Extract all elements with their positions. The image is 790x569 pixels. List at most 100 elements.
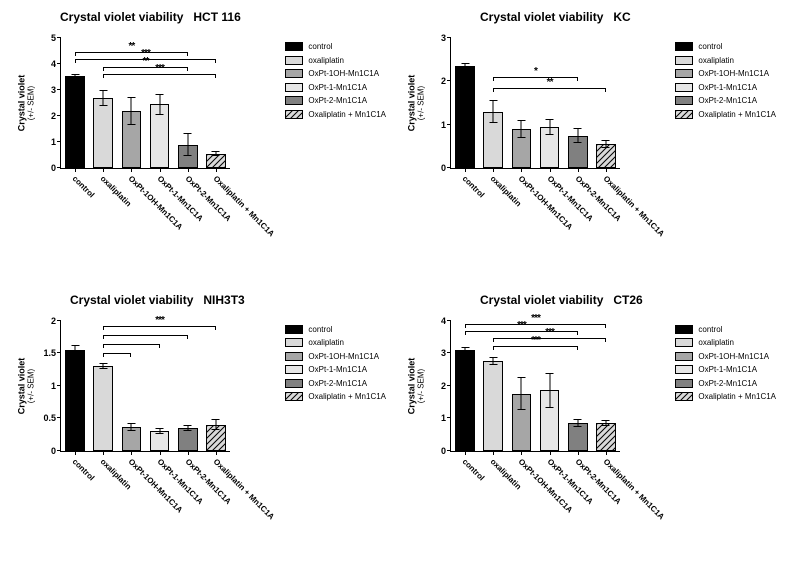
x-tick-label: control xyxy=(71,457,97,483)
error-bar xyxy=(103,363,104,370)
x-tick-label: OxPt-1OH-Mn1C1A xyxy=(127,174,185,232)
y-axis-label-group: Crystal violet(+/- SEM) xyxy=(12,321,40,451)
panel-kc: Crystal violet viabilityKCCrystal violet… xyxy=(400,8,780,287)
x-tick xyxy=(103,168,104,172)
x-tick xyxy=(606,168,607,172)
y-axis-label: Crystal violet(+/- SEM) xyxy=(406,357,426,414)
y-tick xyxy=(57,320,61,321)
legend-item: control xyxy=(675,323,776,336)
panel-title: Crystal violet viabilityHCT 116 xyxy=(60,10,241,24)
significance-bracket xyxy=(75,52,188,53)
y-tick-label: 2 xyxy=(51,111,56,121)
legend-label: OxPt-1-Mn1C1A xyxy=(308,363,367,376)
y-tick-label: 0 xyxy=(51,163,56,173)
legend-label: Oxaliplatin + Mn1C1A xyxy=(698,108,776,121)
y-axis-label-main: Crystal violet xyxy=(16,75,26,132)
legend-item: oxaliplatin xyxy=(675,54,776,67)
x-tick xyxy=(160,451,161,455)
legend-label: oxaliplatin xyxy=(308,54,344,67)
y-axis-label-sub: (+/- SEM) xyxy=(26,75,36,132)
significance-bracket xyxy=(493,77,578,78)
legend-label: OxPt-1OH-Mn1C1A xyxy=(698,67,769,80)
error-bar xyxy=(577,419,578,427)
legend-label: OxPt-1OH-Mn1C1A xyxy=(698,350,769,363)
significance-bracket xyxy=(103,326,216,327)
significance-label: *** xyxy=(531,313,540,324)
y-tick xyxy=(447,80,451,81)
error-bar xyxy=(103,90,104,106)
bar xyxy=(455,66,475,168)
error-bar xyxy=(605,420,606,427)
x-tick xyxy=(160,168,161,172)
legend-label: OxPt-1OH-Mn1C1A xyxy=(308,350,379,363)
figure-page: Crystal violet viabilityHCT 116Crystal v… xyxy=(0,0,790,569)
title-prefix: Crystal violet viability xyxy=(480,10,603,24)
y-tick xyxy=(447,352,451,353)
bar xyxy=(65,76,85,168)
x-tick xyxy=(550,451,551,455)
bar xyxy=(455,350,475,451)
error-bar xyxy=(549,373,550,409)
y-axis-label-sub: (+/- SEM) xyxy=(416,357,426,414)
significance-label: *** xyxy=(545,327,554,338)
bar xyxy=(65,350,85,451)
significance-label: ** xyxy=(547,77,553,88)
legend-swatch xyxy=(675,96,693,105)
bar xyxy=(596,423,616,451)
y-tick-label: 0 xyxy=(441,446,446,456)
error-bar xyxy=(75,345,76,354)
legend-swatch xyxy=(285,365,303,374)
x-tick xyxy=(493,168,494,172)
chart-area: 01234controloxaliplatinOxPt-1OH-Mn1C1AOx… xyxy=(450,321,620,452)
y-axis-label-main: Crystal violet xyxy=(406,75,416,132)
panel-grid: Crystal violet viabilityHCT 116Crystal v… xyxy=(10,8,780,569)
bar xyxy=(568,423,588,451)
y-axis-label-group: Crystal violet(+/- SEM) xyxy=(402,38,430,168)
significance-bracket xyxy=(493,346,578,347)
title-cell: HCT 116 xyxy=(193,10,240,24)
legend: controloxaliplatinOxPt-1OH-Mn1C1AOxPt-1-… xyxy=(285,40,386,121)
legend-label: OxPt-1-Mn1C1A xyxy=(698,363,757,376)
legend-item: OxPt-2-Mn1C1A xyxy=(675,94,776,107)
chart-area: 00.511.52controloxaliplatinOxPt-1OH-Mn1C… xyxy=(60,321,230,452)
panel-ct26: Crystal violet viabilityCT26Crystal viol… xyxy=(400,291,780,569)
y-tick xyxy=(447,450,451,451)
significance-bracket xyxy=(493,338,606,339)
bar xyxy=(93,98,113,168)
y-axis-label-sub: (+/- SEM) xyxy=(26,357,36,414)
legend-item: OxPt-1-Mn1C1A xyxy=(285,363,386,376)
x-tick xyxy=(188,451,189,455)
y-tick-label: 1 xyxy=(441,120,446,130)
x-tick xyxy=(465,168,466,172)
y-tick-label: 1.5 xyxy=(43,348,56,358)
x-tick xyxy=(578,451,579,455)
legend-swatch xyxy=(675,379,693,388)
legend-label: OxPt-2-Mn1C1A xyxy=(698,94,757,107)
x-tick xyxy=(521,451,522,455)
significance-bracket xyxy=(465,331,578,332)
legend-swatch xyxy=(675,69,693,78)
error-bar xyxy=(215,419,216,429)
error-bar xyxy=(75,74,76,78)
y-tick xyxy=(57,63,61,64)
significance-bracket xyxy=(465,324,606,325)
legend-label: Oxaliplatin + Mn1C1A xyxy=(308,108,386,121)
y-axis-label-group: Crystal violet(+/- SEM) xyxy=(402,321,430,451)
legend: controloxaliplatinOxPt-1OH-Mn1C1AOxPt-1-… xyxy=(675,40,776,121)
title-cell: NIH3T3 xyxy=(203,293,244,307)
error-bar xyxy=(577,128,578,144)
x-tick xyxy=(131,451,132,455)
title-prefix: Crystal violet viability xyxy=(70,293,193,307)
bar xyxy=(178,428,198,451)
significance-label: ** xyxy=(129,41,135,52)
legend-swatch xyxy=(285,83,303,92)
y-tick-label: 5 xyxy=(51,33,56,43)
y-tick-label: 1 xyxy=(51,381,56,391)
y-axis-label: Crystal violet(+/- SEM) xyxy=(16,357,36,414)
y-tick-label: 1 xyxy=(51,137,56,147)
legend-item: control xyxy=(675,40,776,53)
y-axis-label: Crystal violet(+/- SEM) xyxy=(406,75,426,132)
x-tick-label: control xyxy=(71,174,97,200)
legend-item: Oxaliplatin + Mn1C1A xyxy=(675,390,776,403)
legend-swatch xyxy=(285,379,303,388)
